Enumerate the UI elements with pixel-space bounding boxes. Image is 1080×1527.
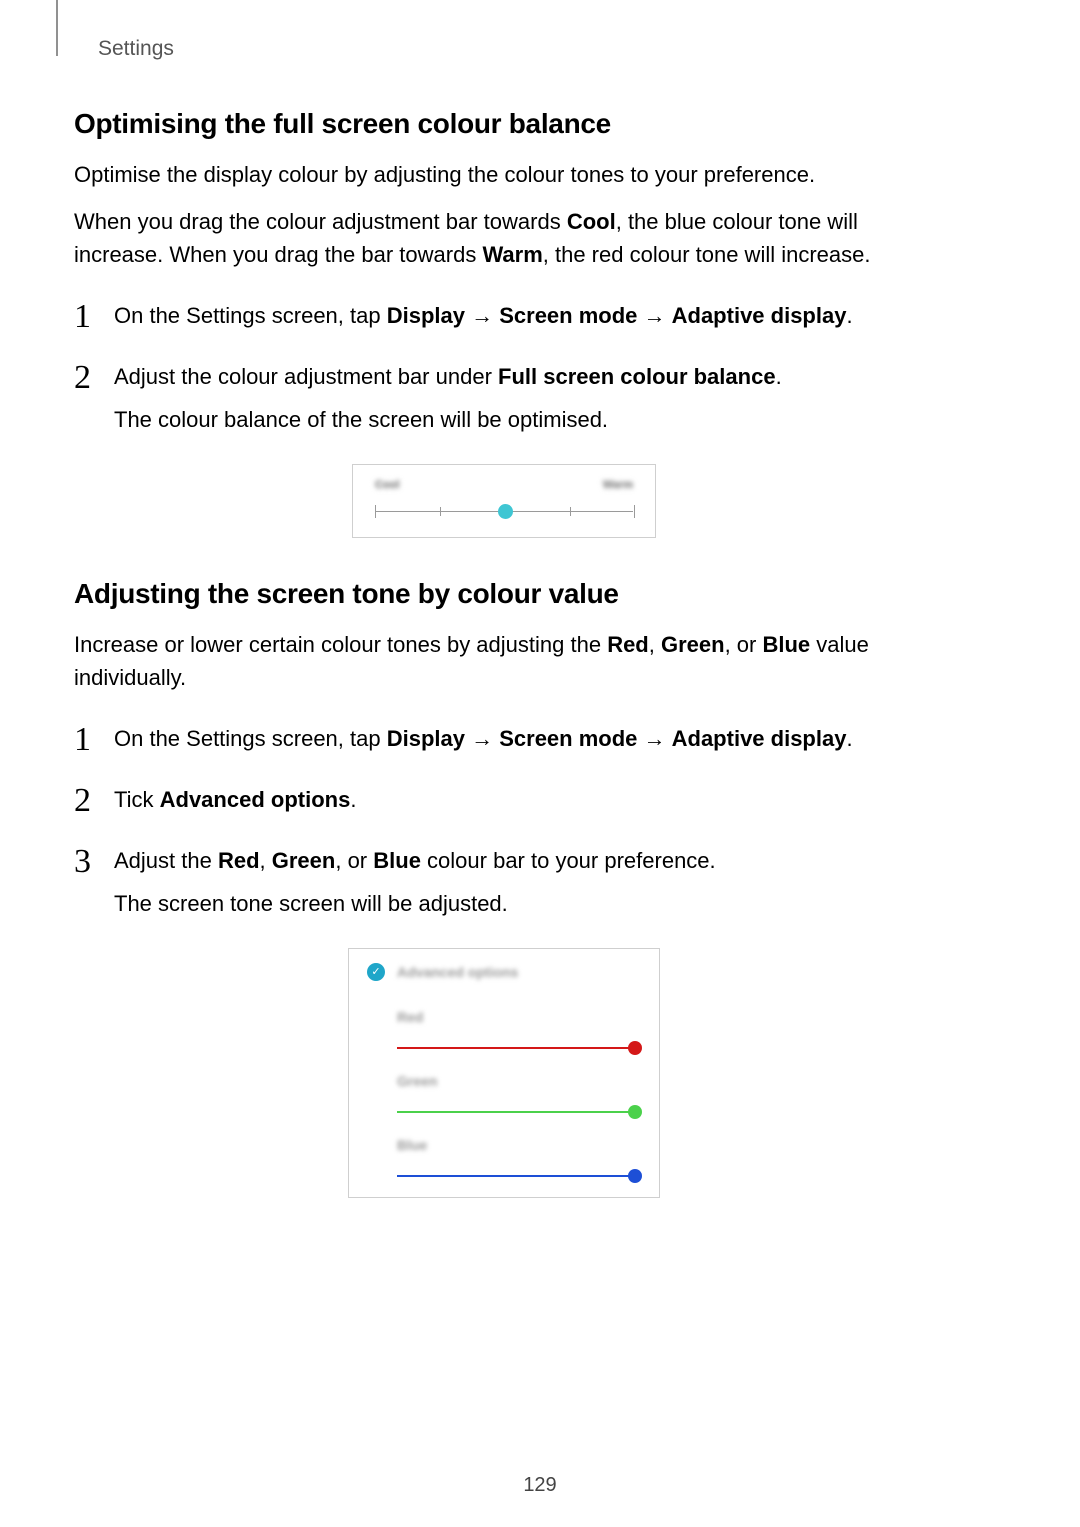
text-bold: Blue (373, 848, 421, 873)
rgb-slider-label: Red (397, 1009, 635, 1025)
section2-intro: Increase or lower certain colour tones b… (74, 628, 934, 694)
text-bold: Advanced options (160, 787, 351, 812)
step-subtext: The colour balance of the screen will be… (114, 403, 934, 436)
text: On the Settings screen, tap (114, 303, 387, 328)
slider-tick (440, 507, 441, 516)
text: . (846, 303, 852, 328)
text: , (260, 848, 272, 873)
text: . (776, 364, 782, 389)
rgb-slider-label: Green (397, 1073, 635, 1089)
text-bold: Display (387, 303, 465, 328)
slider-label-cool: Cool (375, 479, 399, 491)
text: . (846, 726, 852, 751)
section1-intro: Optimise the display colour by adjusting… (74, 158, 934, 191)
section-heading-1: Optimising the full screen colour balanc… (74, 108, 934, 140)
text-bold: Cool (567, 209, 616, 234)
slider-tick (570, 507, 571, 516)
slider-tick (375, 505, 376, 518)
text: Adjust the colour adjustment bar under (114, 364, 498, 389)
text-bold: Screen mode (499, 726, 637, 751)
text-bold: Warm (482, 242, 542, 267)
section1-desc: When you drag the colour adjustment bar … (74, 205, 934, 271)
slider-tick (634, 505, 635, 518)
text: → (465, 726, 499, 751)
step-item: Adjust the Red, Green, or Blue colour ba… (74, 844, 934, 920)
text: , the red colour tone will increase. (543, 242, 871, 267)
rgb-slider-track (397, 1175, 635, 1177)
text: On the Settings screen, tap (114, 726, 387, 751)
section-heading-2: Adjusting the screen tone by colour valu… (74, 578, 934, 610)
advanced-options-row: ✓ Advanced options (349, 963, 659, 985)
text: Tick (114, 787, 160, 812)
text: . (350, 787, 356, 812)
checkmark-icon[interactable]: ✓ (367, 963, 385, 981)
text-bold: Adaptive display (672, 303, 847, 328)
slider-label-warm: Warm (603, 479, 633, 491)
text-bold: Green (661, 632, 725, 657)
text: colour bar to your preference. (421, 848, 716, 873)
text-bold: Red (218, 848, 260, 873)
rgb-sliders-figure: ✓ Advanced options Red Green Blue (348, 948, 660, 1198)
step-item: On the Settings screen, tap Display → Sc… (74, 722, 934, 755)
page-marker (48, 0, 58, 56)
text-bold: Screen mode (499, 303, 637, 328)
breadcrumb: Settings (98, 37, 174, 61)
text-bold: Blue (762, 632, 810, 657)
colour-balance-figure: Cool Warm (352, 464, 656, 538)
rgb-slider-thumb[interactable] (628, 1169, 642, 1183)
step-item: Tick Advanced options. (74, 783, 934, 816)
step-subtext: The screen tone screen will be adjusted. (114, 887, 934, 920)
text: → (637, 303, 671, 328)
text: When you drag the colour adjustment bar … (74, 209, 567, 234)
text-bold: Red (607, 632, 649, 657)
section2-steps: On the Settings screen, tap Display → Sc… (74, 722, 934, 920)
rgb-slider-red: Red (349, 985, 659, 1049)
step-item: Adjust the colour adjustment bar under F… (74, 360, 934, 436)
text: → (637, 726, 671, 751)
text: Adjust the (114, 848, 218, 873)
text: , or (335, 848, 373, 873)
text-bold: Green (272, 848, 336, 873)
text: Increase or lower certain colour tones b… (74, 632, 607, 657)
section1-steps: On the Settings screen, tap Display → Sc… (74, 299, 934, 436)
text: , (649, 632, 661, 657)
rgb-slider-label: Blue (397, 1137, 635, 1153)
step-item: On the Settings screen, tap Display → Sc… (74, 299, 934, 332)
rgb-slider-blue: Blue (349, 1113, 659, 1177)
text: , or (725, 632, 763, 657)
rgb-slider-green: Green (349, 1049, 659, 1113)
text: → (465, 303, 499, 328)
page-number: 129 (0, 1474, 1080, 1497)
colour-balance-thumb[interactable] (498, 504, 513, 519)
text-bold: Adaptive display (672, 726, 847, 751)
text-bold: Full screen colour balance (498, 364, 776, 389)
text-bold: Display (387, 726, 465, 751)
advanced-options-label: Advanced options (397, 964, 518, 980)
